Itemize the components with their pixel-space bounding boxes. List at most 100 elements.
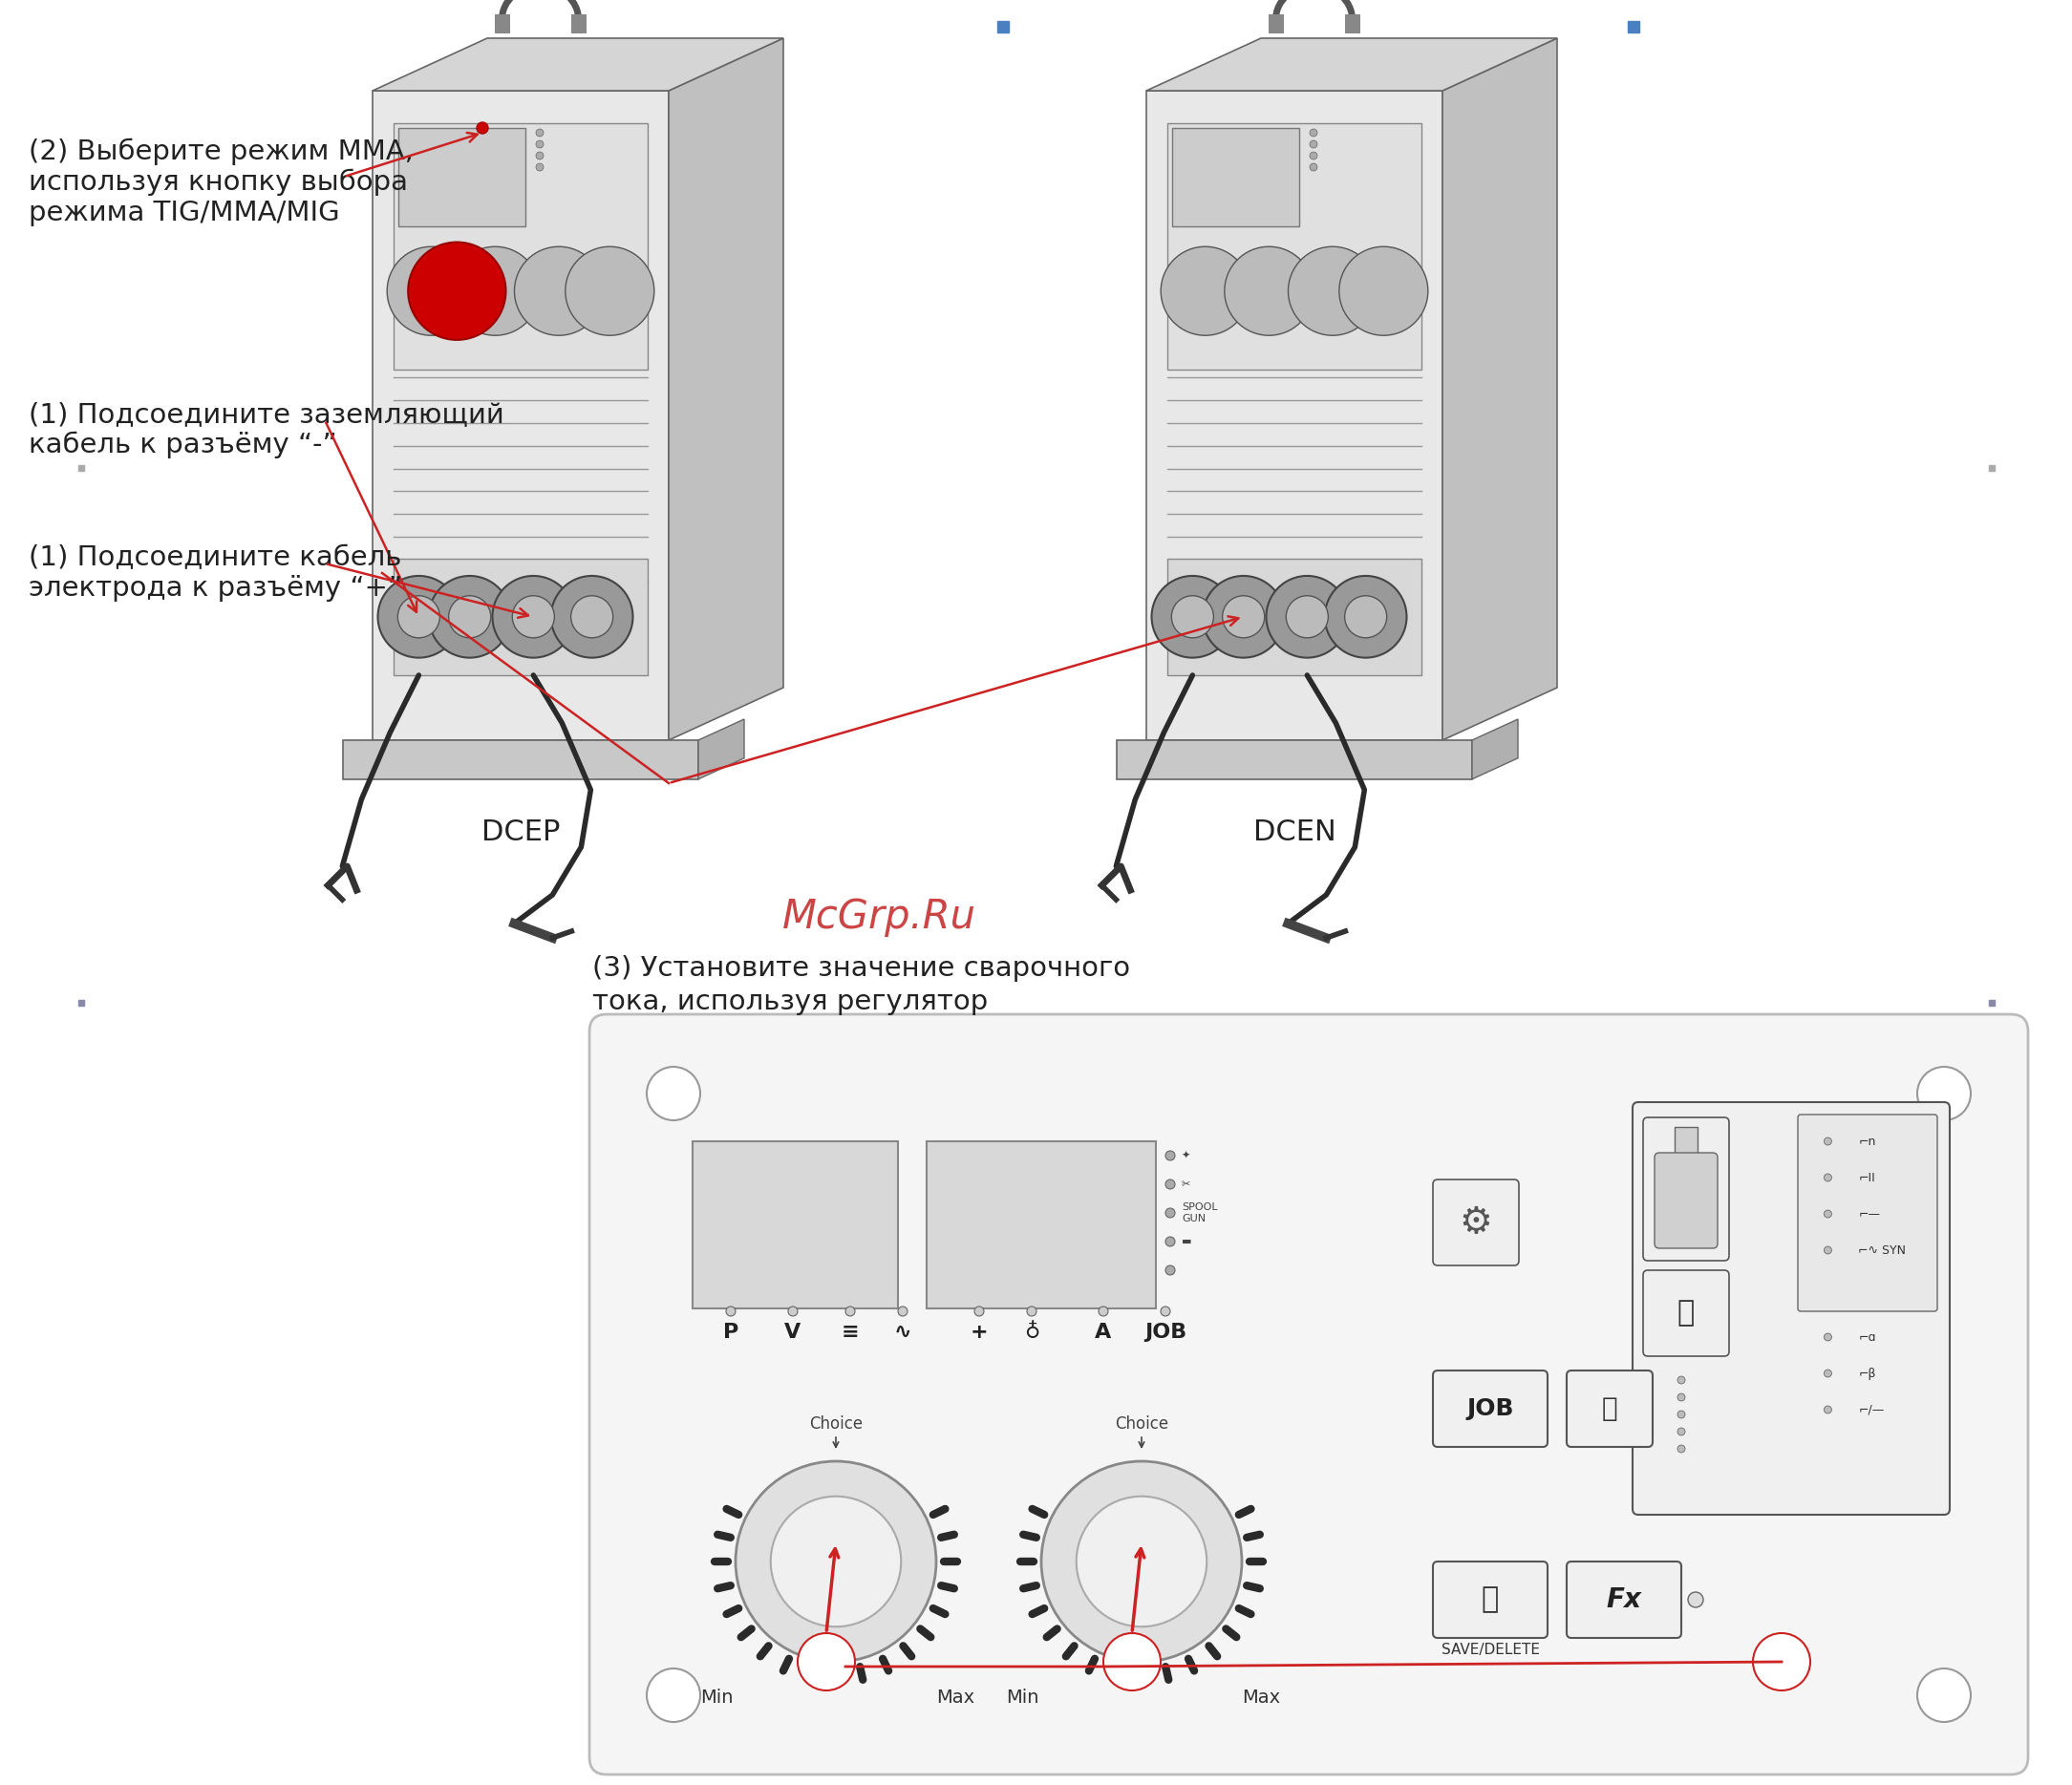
Circle shape [974, 1307, 984, 1316]
FancyBboxPatch shape [1434, 1180, 1519, 1266]
Circle shape [771, 1496, 901, 1626]
Circle shape [1310, 162, 1318, 171]
Circle shape [1310, 141, 1318, 148]
Circle shape [537, 141, 543, 148]
Circle shape [1678, 1428, 1685, 1435]
Circle shape [1225, 246, 1314, 336]
Text: тока, используя регулятор: тока, используя регулятор [593, 989, 988, 1016]
Circle shape [1075, 1496, 1206, 1626]
Circle shape [387, 246, 477, 336]
Text: (3) Установите значение сварочного: (3) Установите значение сварочного [593, 955, 1129, 982]
Circle shape [736, 1462, 937, 1662]
Polygon shape [698, 719, 744, 778]
Text: Min: Min [700, 1689, 733, 1706]
Circle shape [429, 577, 510, 657]
Bar [1167, 123, 1421, 369]
Circle shape [897, 1307, 908, 1316]
Text: (1) Подсоедините заземляющий: (1) Подсоедините заземляющий [29, 402, 503, 428]
Bar [1146, 91, 1442, 741]
Circle shape [1823, 1333, 1832, 1341]
Circle shape [1823, 1175, 1832, 1182]
Bar [1674, 1126, 1697, 1160]
Circle shape [1917, 1067, 1970, 1121]
Text: (1) Подсоедините кабель: (1) Подсоедините кабель [29, 544, 402, 571]
FancyBboxPatch shape [1566, 1562, 1680, 1639]
Text: ⌐II: ⌐II [1859, 1171, 1875, 1183]
Circle shape [1164, 1237, 1175, 1246]
FancyBboxPatch shape [588, 1014, 2028, 1774]
Circle shape [450, 596, 491, 637]
Bar [1117, 741, 1471, 778]
Circle shape [566, 246, 655, 336]
Text: Fx: Fx [1606, 1587, 1641, 1614]
Text: ⚙: ⚙ [1459, 1205, 1492, 1241]
FancyBboxPatch shape [1566, 1371, 1653, 1448]
Circle shape [1289, 246, 1378, 336]
Circle shape [1160, 246, 1249, 336]
Text: JOB: JOB [1144, 1323, 1187, 1342]
Circle shape [1823, 1137, 1832, 1146]
Circle shape [1222, 596, 1264, 637]
Text: ⌐∿ SYN: ⌐∿ SYN [1859, 1244, 1906, 1257]
Polygon shape [373, 37, 783, 91]
FancyBboxPatch shape [1633, 1101, 1950, 1515]
Circle shape [1164, 1151, 1175, 1160]
Circle shape [1202, 577, 1285, 657]
Circle shape [398, 596, 439, 637]
Text: SPOOL
GUN: SPOOL GUN [1181, 1203, 1218, 1223]
Bar [495, 14, 510, 34]
Text: McGrp.Ru: McGrp.Ru [781, 896, 976, 937]
Text: 👍: 👍 [1602, 1396, 1618, 1423]
Circle shape [408, 243, 506, 339]
Circle shape [1310, 129, 1318, 137]
FancyBboxPatch shape [1798, 1114, 1937, 1312]
Text: ⌐ɑ: ⌐ɑ [1859, 1332, 1875, 1344]
Bar [692, 1141, 897, 1308]
Circle shape [798, 1633, 856, 1690]
Circle shape [537, 162, 543, 171]
Bar [1345, 14, 1359, 34]
Circle shape [1339, 246, 1428, 336]
Bar [373, 91, 669, 741]
Circle shape [646, 1669, 700, 1723]
Circle shape [1689, 1592, 1703, 1607]
Text: Min: Min [1005, 1689, 1038, 1706]
Circle shape [725, 1307, 736, 1316]
Circle shape [537, 129, 543, 137]
Text: A: A [1096, 1323, 1111, 1342]
Text: Choice: Choice [808, 1416, 862, 1433]
Circle shape [512, 596, 555, 637]
Circle shape [1678, 1394, 1685, 1401]
Text: DCEN: DCEN [1254, 818, 1336, 846]
Text: ✦: ✦ [1181, 1151, 1191, 1160]
Text: Max: Max [937, 1689, 974, 1706]
Circle shape [493, 577, 574, 657]
Circle shape [377, 577, 460, 657]
Bar [394, 123, 649, 369]
Circle shape [1678, 1376, 1685, 1383]
Text: DCEP: DCEP [481, 818, 559, 846]
Text: режима TIG/MMA/MIG: режима TIG/MMA/MIG [29, 200, 340, 227]
Circle shape [1164, 1266, 1175, 1274]
Text: электрода к разъёму “+”: электрода к разъёму “+” [29, 575, 402, 602]
Text: используя кнопку выбора: используя кнопку выбора [29, 170, 408, 196]
Circle shape [551, 577, 632, 657]
Bar [1167, 559, 1421, 675]
Text: Choice: Choice [1115, 1416, 1169, 1433]
Text: ≡: ≡ [841, 1323, 860, 1342]
FancyBboxPatch shape [1643, 1117, 1728, 1260]
FancyBboxPatch shape [1434, 1371, 1548, 1448]
Text: ⌐—: ⌐— [1859, 1208, 1881, 1221]
Circle shape [452, 246, 539, 336]
Polygon shape [1146, 37, 1556, 91]
Circle shape [1823, 1407, 1832, 1414]
Circle shape [1287, 596, 1328, 637]
Bar [394, 559, 649, 675]
Circle shape [1310, 152, 1318, 159]
Circle shape [1678, 1410, 1685, 1419]
Circle shape [1160, 1307, 1171, 1316]
Text: ✂: ✂ [1181, 1180, 1191, 1189]
FancyBboxPatch shape [1643, 1271, 1728, 1357]
Circle shape [1164, 1208, 1175, 1217]
Circle shape [1171, 596, 1214, 637]
